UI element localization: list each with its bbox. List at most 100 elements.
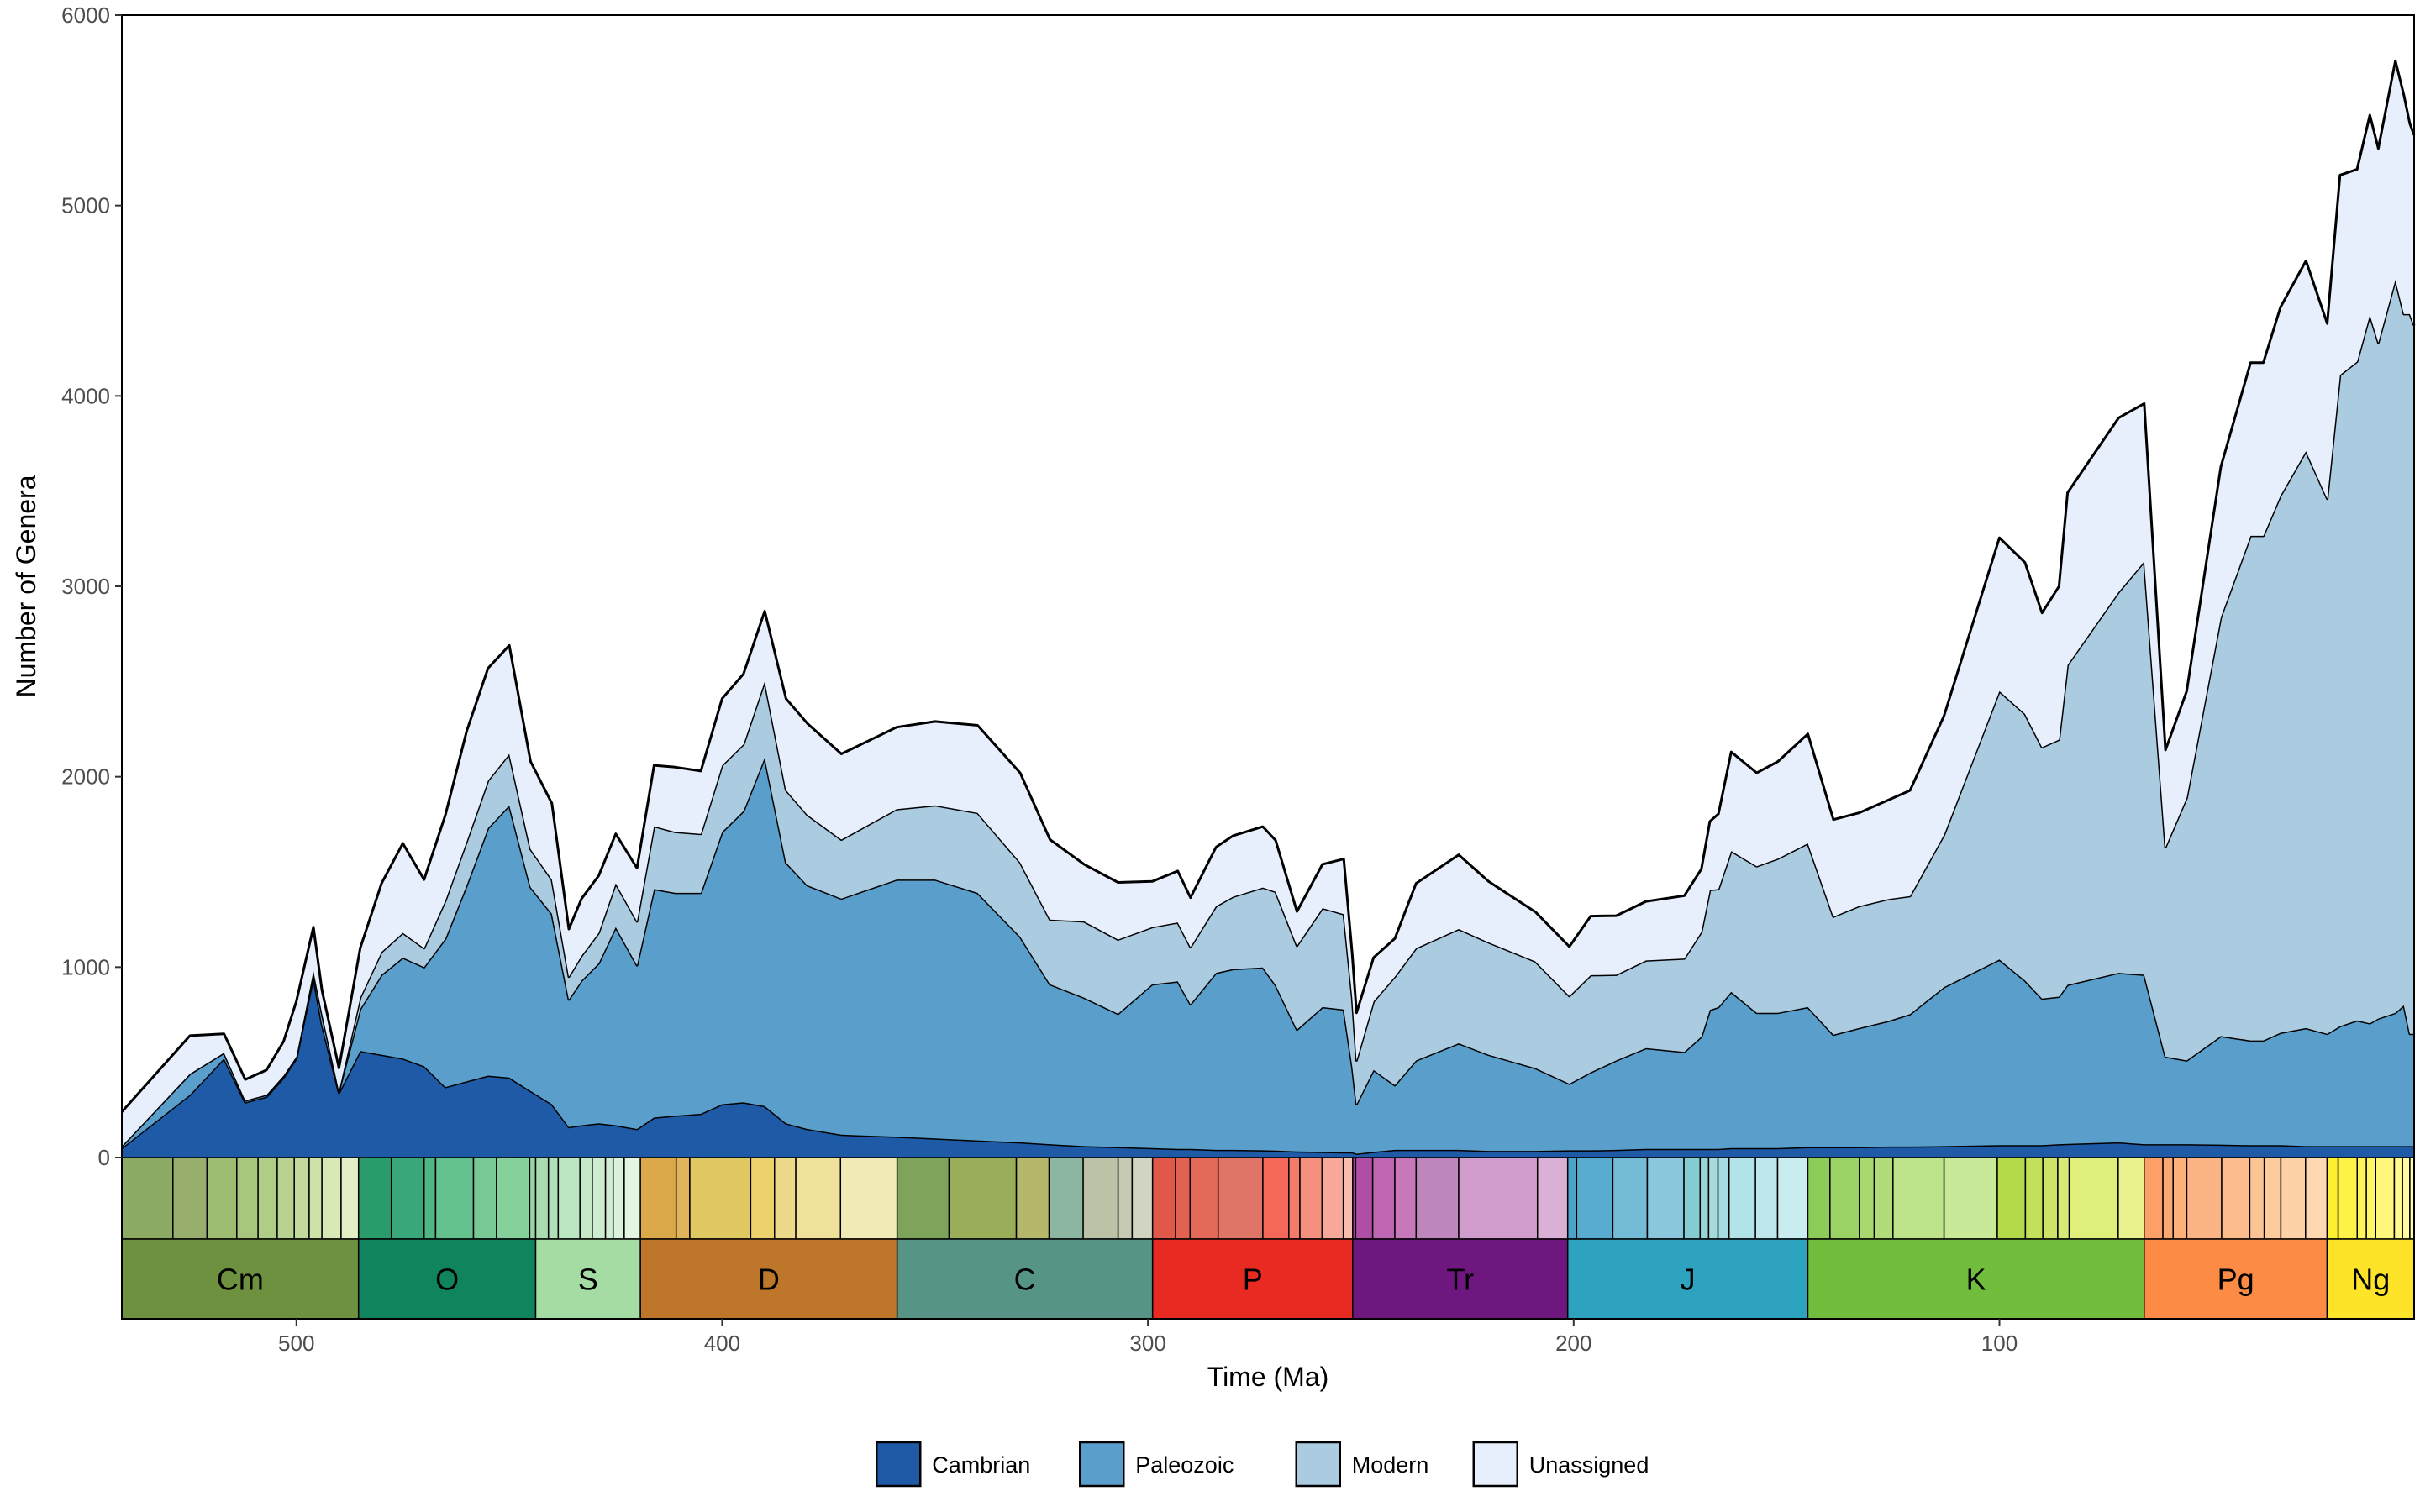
stage-cell	[2221, 1157, 2251, 1240]
stage-cell	[1151, 1157, 1176, 1240]
stage-cell	[2393, 1157, 2403, 1240]
stage-cell	[1117, 1157, 1134, 1240]
stage-cell	[1892, 1157, 1945, 1240]
y-tick-label: 2000	[61, 764, 110, 790]
stage-cell	[2263, 1157, 2282, 1240]
x-tick-label: 400	[704, 1331, 740, 1356]
period-label: Pg	[2217, 1263, 2254, 1297]
stage-cell	[1299, 1157, 1323, 1240]
stage-cell	[948, 1157, 1018, 1240]
stage-cell	[1576, 1157, 1614, 1240]
stage-cell	[579, 1157, 593, 1240]
stage-cell	[2280, 1157, 2307, 1240]
stage-cell	[839, 1157, 898, 1240]
stage-cell	[2365, 1157, 2376, 1240]
panel-border	[121, 14, 2415, 1320]
stage-cell	[2162, 1157, 2174, 1240]
x-tick-label: 200	[1555, 1331, 1591, 1356]
period-label: K	[1966, 1263, 1986, 1297]
y-axis: 0 1000 2000 3000 4000 5000 6000	[61, 3, 122, 1170]
period-label: Ng	[2351, 1263, 2390, 1297]
y-axis-title: Number of Genera	[11, 475, 41, 697]
stage-cell	[423, 1157, 437, 1240]
stage-cell	[2305, 1157, 2328, 1240]
stage-cell	[321, 1157, 342, 1240]
stage-cell	[1175, 1157, 1192, 1240]
period-label: Cm	[217, 1263, 264, 1297]
stage-cell	[121, 1157, 174, 1240]
stage-cell	[623, 1157, 641, 1240]
stage-cell	[2356, 1157, 2367, 1240]
period-label: S	[578, 1263, 598, 1297]
stage-cell	[2249, 1157, 2265, 1240]
legend-label: Unassigned	[1529, 1452, 1649, 1478]
legend: Cambrian Paleozoic Modern Unassigned	[876, 1441, 1649, 1488]
stage-cell	[206, 1157, 238, 1240]
stage-cell	[534, 1157, 550, 1240]
stage-cell	[1048, 1157, 1084, 1240]
period-cell	[1352, 1238, 1569, 1320]
legend-swatch	[1472, 1441, 1518, 1488]
stage-cell	[1873, 1157, 1894, 1240]
period-cell	[1807, 1238, 2145, 1320]
stage-cell	[1728, 1157, 1756, 1240]
y-tick-label: 6000	[61, 3, 110, 28]
x-tick-label: 300	[1129, 1331, 1165, 1356]
stage-cell	[1699, 1157, 1710, 1240]
area-cambrian	[122, 976, 2414, 1158]
period-cell	[2144, 1238, 2328, 1320]
stage-cell	[434, 1157, 475, 1240]
stage-cell	[1807, 1157, 1831, 1240]
period-label: D	[758, 1263, 780, 1297]
stage-cell	[557, 1157, 581, 1240]
stage-cell	[1189, 1157, 1219, 1240]
period-cell	[121, 1238, 360, 1320]
stage-cell	[547, 1157, 560, 1240]
stage-cell	[496, 1157, 531, 1240]
period-cell	[1566, 1238, 1809, 1320]
stage-cell	[1829, 1157, 1860, 1240]
stage-cell	[1131, 1157, 1154, 1240]
stage-cell	[1566, 1157, 1578, 1240]
stage-cell	[1717, 1157, 1730, 1240]
stage-cell	[1776, 1157, 1809, 1240]
stage-cell	[1996, 1157, 2027, 1240]
stage-cell	[1217, 1157, 1264, 1240]
legend-item-modern: Modern	[1295, 1441, 1428, 1488]
stage-cell	[2326, 1157, 2339, 1240]
stage-cell	[2024, 1157, 2044, 1240]
stage-cell	[308, 1157, 323, 1240]
y-tick-label: 1000	[61, 954, 110, 979]
legend-item-unassigned: Unassigned	[1472, 1441, 1649, 1488]
x-tick-label: 500	[278, 1331, 314, 1356]
y-tick-label: 5000	[61, 193, 110, 218]
stage-cell	[2144, 1157, 2164, 1240]
area-modern	[122, 280, 2414, 1147]
stage-cell	[689, 1157, 752, 1240]
stage-cell	[1415, 1157, 1460, 1240]
stage-cell	[1342, 1157, 1354, 1240]
stage-cell	[2172, 1157, 2188, 1240]
period-cell	[357, 1238, 537, 1320]
stage-cell	[340, 1157, 360, 1240]
stage-cell	[1646, 1157, 1685, 1240]
stage-cell	[1015, 1157, 1050, 1240]
x-tick-label: 100	[1981, 1331, 2018, 1356]
legend-label: Paleozoic	[1135, 1452, 1234, 1478]
period-label: J	[1681, 1263, 1696, 1297]
area-paleozoic	[122, 758, 2414, 1154]
stage-cell	[1683, 1157, 1702, 1240]
stage-cell	[1321, 1157, 1344, 1240]
stage-cell	[675, 1157, 691, 1240]
period-label: Tr	[1446, 1263, 1474, 1297]
stage-cell	[276, 1157, 295, 1240]
stage-cell	[2337, 1157, 2359, 1240]
stage-cell	[257, 1157, 278, 1240]
stage-cell	[2118, 1157, 2145, 1240]
stage-cell	[639, 1157, 677, 1240]
period-label: O	[435, 1263, 459, 1297]
y-tick-label: 4000	[61, 383, 110, 408]
stage-cell	[1394, 1157, 1418, 1240]
stage-cell	[293, 1157, 310, 1240]
